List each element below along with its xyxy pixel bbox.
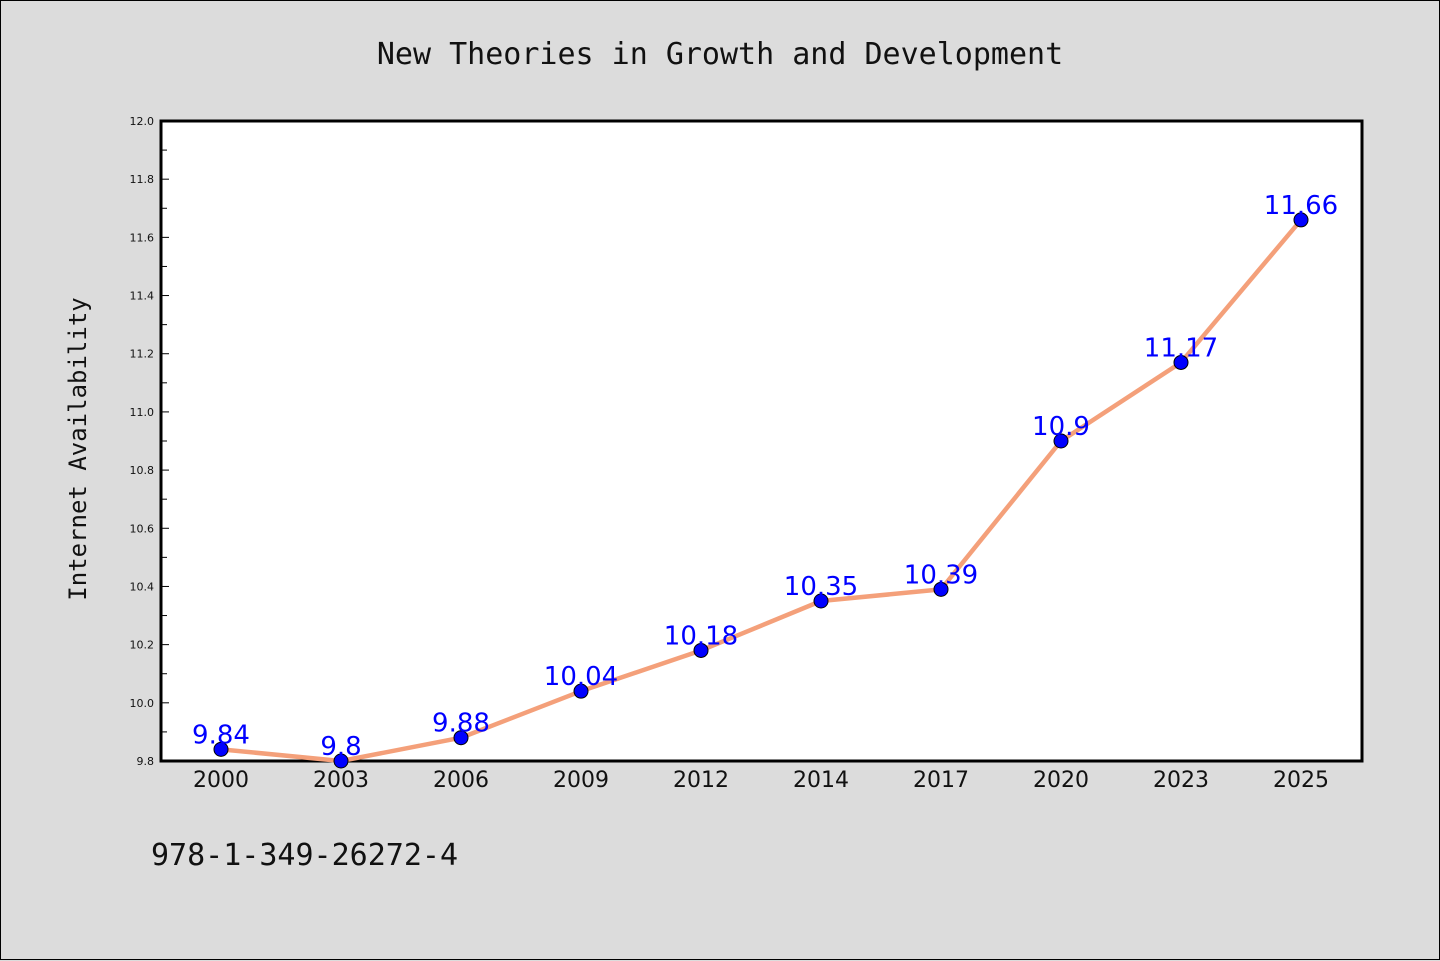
x-tick-label: 2006 xyxy=(433,768,489,793)
data-point xyxy=(813,593,829,609)
data-label: 10.18 xyxy=(664,621,738,651)
data-point xyxy=(1053,433,1069,449)
data-label: 11.66 xyxy=(1264,191,1338,221)
x-tick-label: 2000 xyxy=(193,768,249,793)
y-tick-label: 10.2 xyxy=(130,639,155,652)
data-label: 9.88 xyxy=(432,709,490,739)
isbn-text: 978-1-349-26272-4 xyxy=(151,838,458,873)
x-tick-label: 2014 xyxy=(793,768,849,793)
data-labels: 9.84 9.8 9.88 10.04 10.18 10.35 10.39 10.9 11.17… xyxy=(192,191,1338,762)
data-point xyxy=(1173,354,1189,370)
data-label: 10.39 xyxy=(904,560,978,590)
x-tick-label: 2017 xyxy=(913,768,969,793)
y-tick-label: 10.4 xyxy=(130,580,155,593)
data-point xyxy=(1293,212,1309,228)
data-label: 9.8 xyxy=(320,732,361,762)
y-tick-label: 10.8 xyxy=(130,464,155,477)
data-point xyxy=(573,683,589,699)
y-tick-label: 10.0 xyxy=(130,697,155,710)
y-tick-label: 11.0 xyxy=(130,406,155,419)
data-point xyxy=(333,753,349,769)
y-tick-label: 11.4 xyxy=(130,290,155,303)
y-axis-label: Internet Availability xyxy=(64,297,92,600)
x-tick-label: 2023 xyxy=(1153,768,1209,793)
data-label: 9.84 xyxy=(192,720,250,750)
y-tick-label: 12.0 xyxy=(130,115,155,128)
y-tick-label: 11.6 xyxy=(130,231,155,244)
data-label: 11.17 xyxy=(1144,333,1218,363)
y-tick-label: 9.8 xyxy=(137,755,155,768)
data-label: 10.35 xyxy=(784,572,858,602)
data-label: 10.9 xyxy=(1032,412,1090,442)
chart-title: New Theories in Growth and Development xyxy=(377,37,1063,72)
data-label: 10.04 xyxy=(544,662,618,692)
y-tick-label: 11.2 xyxy=(130,348,155,361)
x-tick-label: 2003 xyxy=(313,768,369,793)
y-tick-label: 11.8 xyxy=(130,173,155,186)
x-tick-label: 2009 xyxy=(553,768,609,793)
data-points xyxy=(213,212,1309,769)
series-line xyxy=(218,217,1304,764)
x-tick-label: 2025 xyxy=(1273,768,1329,793)
data-point xyxy=(213,741,229,757)
y-axis: 9.8 10.0 10.2 10.4 10.6 10.8 11.0 11.2 11.4 11.6 1… xyxy=(130,115,169,768)
x-tick-label: 2012 xyxy=(673,768,729,793)
x-tick-label: 2020 xyxy=(1033,768,1089,793)
y-tick-label: 10.6 xyxy=(130,522,155,535)
x-axis: 2000 2003 2006 2009 2012 2014 2017 2020 2023 2025 xyxy=(193,768,1329,793)
plot-area xyxy=(159,119,1364,763)
data-point xyxy=(453,730,469,746)
data-point xyxy=(933,581,949,597)
data-point xyxy=(693,642,709,658)
